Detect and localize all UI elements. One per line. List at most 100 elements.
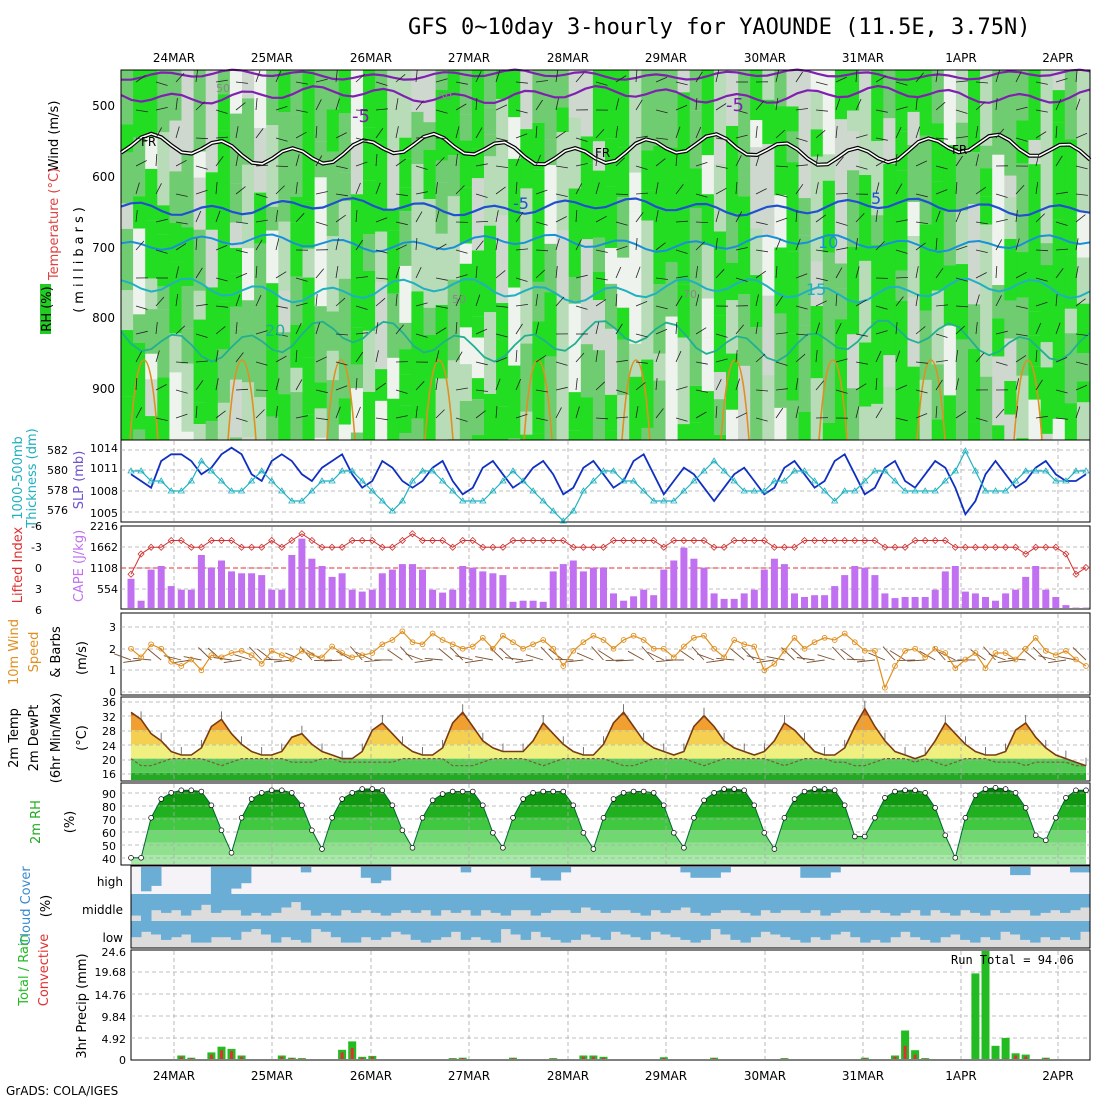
- wind-barb: [735, 412, 747, 419]
- rh-cell: [1064, 210, 1078, 255]
- rh-cell: [254, 70, 267, 129]
- rh-cell: [205, 287, 219, 367]
- cape-tick-label: 1108: [90, 562, 118, 575]
- cloud-bar: [960, 894, 971, 911]
- rh-cell: [411, 418, 424, 440]
- cloud-bar: [860, 921, 871, 943]
- wind-speed-point: [399, 628, 406, 635]
- rh-cell: [592, 350, 606, 410]
- wind-barb: [435, 78, 448, 83]
- thickness-point: [599, 467, 608, 474]
- wind-barb: [695, 193, 708, 198]
- wind-barb: [195, 70, 198, 83]
- cape-tick-label: 554: [97, 583, 118, 596]
- wind-barb: [735, 134, 748, 139]
- wind-barb: [795, 273, 808, 279]
- wind-barb: [615, 416, 629, 419]
- rh-cell: [435, 182, 449, 234]
- wind-barb: [455, 294, 462, 307]
- cloud-bar: [690, 894, 701, 913]
- li-point: [1032, 543, 1040, 551]
- rh-point: [781, 815, 788, 821]
- precip-convective-bar: [913, 1054, 917, 1059]
- rh-point: [821, 786, 828, 792]
- wind-barb: [715, 137, 728, 141]
- wind-barb: [755, 322, 759, 335]
- wind-barb: [832, 646, 846, 661]
- li-point: [730, 536, 738, 545]
- rh-cell: [229, 437, 243, 440]
- cape-bar: [228, 571, 235, 608]
- cloud-bar: [970, 894, 981, 913]
- rh-cell: [133, 429, 146, 440]
- rh-axis-label: RH (%): [40, 286, 55, 331]
- wind-barb: [635, 135, 648, 139]
- wind-barb: [975, 154, 979, 167]
- rh-cell: [883, 118, 896, 164]
- wind-barb: [255, 409, 265, 419]
- rh-cell: [435, 304, 449, 379]
- li-point: [167, 536, 175, 545]
- cape-bar: [811, 595, 819, 608]
- rh-cell: [847, 170, 860, 247]
- cloud-bar: [350, 921, 362, 943]
- cloud-bar: [830, 894, 841, 913]
- rh-cell: [302, 277, 315, 358]
- li-point: [1002, 543, 1010, 551]
- wind-barb: [455, 417, 468, 422]
- rh-cell: [1016, 297, 1029, 335]
- rh-cell: [1076, 402, 1090, 440]
- rh-band: [131, 855, 1086, 864]
- wind-speed-point: [610, 645, 617, 652]
- cloud-bar: [630, 921, 641, 938]
- rh-cell: [738, 70, 751, 97]
- wind-speed-point: [208, 652, 215, 659]
- rh-cell: [943, 145, 957, 212]
- cape-bar: [620, 600, 628, 608]
- rh-cell: [726, 70, 739, 126]
- cloud-bar: [141, 894, 152, 921]
- rh-cell: [302, 201, 315, 249]
- wind-barb: [675, 153, 678, 167]
- rh-cell: [955, 122, 969, 211]
- cape-bar: [328, 576, 336, 608]
- cloud-bar: [280, 894, 292, 908]
- li-tick-label: -3: [31, 541, 42, 554]
- thickness-point: [1052, 477, 1060, 484]
- wind-speed-point: [560, 663, 567, 669]
- wind-speed-point: [861, 647, 868, 654]
- thickness-tick-label: 580: [47, 464, 68, 477]
- rh-cell: [1040, 433, 1054, 440]
- wind-barb: [535, 269, 546, 279]
- wind-speed-point: [1063, 647, 1069, 654]
- wind-barb: [995, 70, 1000, 83]
- rh-point: [500, 845, 506, 851]
- wind-barb: [415, 165, 428, 170]
- cloud-bar: [610, 894, 621, 911]
- precip-total-bar: [549, 1058, 558, 1059]
- cape-bar: [308, 558, 316, 608]
- wind-speed-point: [1032, 634, 1039, 641]
- rh-cell: [217, 205, 231, 238]
- top-date-label: 2APR: [1042, 51, 1073, 65]
- temp-tick-label: 16: [102, 768, 116, 781]
- wind-barb: [855, 266, 860, 279]
- wind-barb: [795, 238, 801, 251]
- rh-point: [459, 788, 466, 795]
- wind-barb: [255, 70, 261, 83]
- wind-barb: [882, 646, 896, 661]
- li-point: [298, 530, 306, 538]
- wind-barb: [855, 238, 858, 251]
- li-point: [489, 543, 497, 551]
- precip-convective-bar: [240, 1056, 244, 1059]
- wind-barb: [635, 361, 648, 364]
- rh-cell: [363, 127, 376, 181]
- wind-axis-label: Wind (m/s): [47, 101, 62, 172]
- rh-cell: [774, 106, 787, 196]
- thickness-point: [227, 487, 236, 494]
- wind-barb: [675, 249, 688, 254]
- rh-cell: [181, 328, 194, 364]
- temp-axis-label-d: (°C): [75, 725, 90, 751]
- rh-cell: [822, 283, 836, 341]
- wind-barb: [815, 380, 825, 391]
